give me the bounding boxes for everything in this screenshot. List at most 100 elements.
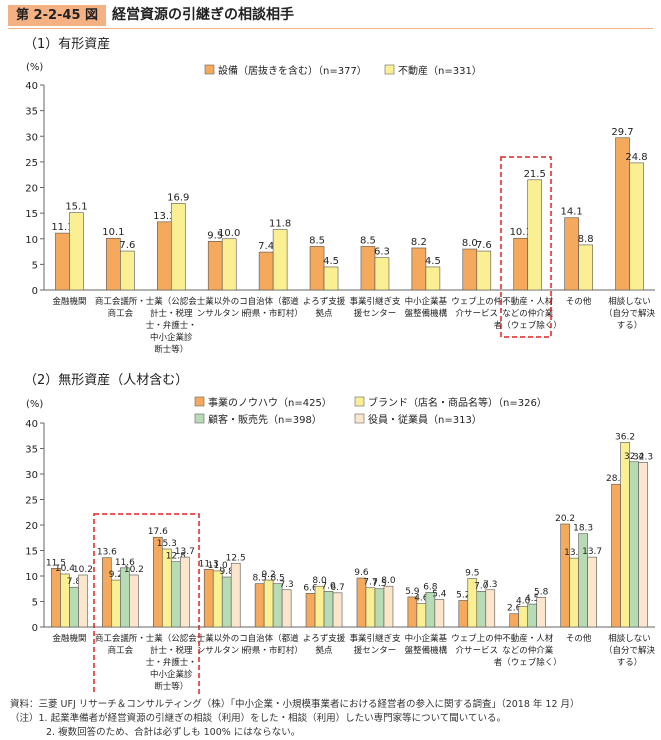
c2-y-tick-label: 35 xyxy=(25,445,38,456)
c2-bar xyxy=(221,576,232,628)
c1-data-label: 8.8 xyxy=(578,234,594,245)
c2-bar xyxy=(527,603,538,628)
c2-category-label: 計士・税理 xyxy=(150,645,193,656)
c2-category-label: 士・弁護士・ xyxy=(146,657,197,668)
c1-data-label: 14.1 xyxy=(560,207,582,218)
c2-data-label: 11.6 xyxy=(115,558,135,568)
c1-y-tick-label: 15 xyxy=(25,209,38,220)
c2-bar xyxy=(332,592,343,628)
c1-category-label: 商工会議所・ xyxy=(95,296,146,307)
c2-y-tick-label: 30 xyxy=(25,470,38,481)
c2-data-label: 13.7 xyxy=(582,547,602,557)
c2-bar xyxy=(629,461,639,628)
c2-category-label: 拠点 xyxy=(316,645,334,656)
c2-data-label: 13.6 xyxy=(97,548,117,558)
c1-category-label: 金融機関 xyxy=(52,296,86,307)
c2-y-tick-label: 0 xyxy=(32,623,38,634)
c2-bar xyxy=(272,583,283,628)
c1-data-label: 7.6 xyxy=(476,240,492,251)
c2-data-label: 9.6 xyxy=(354,568,369,578)
c1-highlight-box xyxy=(500,156,552,338)
c1-bar xyxy=(360,246,376,291)
c1-category-label: する） xyxy=(617,320,643,331)
c2-data-label: 18.3 xyxy=(573,524,593,534)
c1-data-label: 6.3 xyxy=(374,247,390,258)
c1-bar xyxy=(374,257,390,291)
c2-data-label: 7.0 xyxy=(321,581,336,591)
c1-legend-swatch xyxy=(384,64,395,75)
c1-legend-swatch xyxy=(204,64,215,75)
c1-y-tick-label: 0 xyxy=(32,286,38,297)
c2-legend-label: 顧客・販売先（n=398） xyxy=(208,413,322,426)
c2-legend-swatch xyxy=(194,396,205,407)
c2-category-label: 中小企業診 xyxy=(150,669,193,680)
c2-highlight-box xyxy=(93,513,200,695)
c2-legend-label: 事業のノウハウ（n=425） xyxy=(208,396,332,409)
c1-data-label: 13.3 xyxy=(153,211,175,222)
c2-data-label: 11.0 xyxy=(208,561,228,571)
c1-data-label: 29.7 xyxy=(611,127,633,138)
c2-data-label: 9.2 xyxy=(109,570,123,580)
c1-data-label: 16.9 xyxy=(167,192,189,203)
note-1: （注）1. 起業準備者が経営資源の引継ぎの相談（利用）をした・相談（利用）したい… xyxy=(10,713,507,724)
c2-bar xyxy=(212,570,223,628)
c1-data-label: 8.5 xyxy=(360,235,376,246)
c1-data-label: 11.8 xyxy=(269,219,291,230)
c1-bar xyxy=(170,203,186,291)
c1-bar xyxy=(323,266,339,291)
c1-data-label: 7.6 xyxy=(119,240,135,251)
c2-bar xyxy=(458,600,469,628)
c2-data-label: 32.3 xyxy=(633,452,653,462)
c2-category-label: などの仲介業 xyxy=(502,645,554,656)
c1-bar xyxy=(120,250,135,291)
c2-bar xyxy=(179,556,190,628)
c2-category-label: 府県・市町村） xyxy=(243,645,303,656)
c2-data-label: 9.8 xyxy=(220,567,235,577)
c1-category-label: 商工会 xyxy=(108,308,134,319)
c2-category-label: する） xyxy=(617,657,643,668)
c2-category-label: （自分で解決 xyxy=(604,645,656,656)
c2-data-label: 13.5 xyxy=(564,548,584,558)
c2-bar xyxy=(560,523,570,628)
c1-data-label: 9.5 xyxy=(207,230,223,241)
c2-bar xyxy=(314,585,325,628)
c2-category-label: 商工会 xyxy=(108,645,134,656)
c2-legend-swatch xyxy=(354,413,365,424)
c2-category-label: ウェブ上の仲 xyxy=(451,633,502,644)
c1-category-label: その他 xyxy=(566,296,592,307)
c2-data-label: 10.4 xyxy=(55,564,75,574)
c1-bar xyxy=(527,179,543,291)
c2-bar xyxy=(305,593,316,628)
c1-y-tick-label: 25 xyxy=(25,158,38,169)
c2-data-label: 20.2 xyxy=(555,514,575,524)
c1-data-label: 7.4 xyxy=(258,241,274,252)
c1-category-label: 断士等） xyxy=(154,344,188,355)
c2-category-label: 者（ウェブ除く） xyxy=(494,657,562,668)
c1-category-label: よろず支援 xyxy=(303,296,346,307)
c1-legend-label: 不動産（n=331） xyxy=(398,64,482,77)
c2-category-label: 商工会議所・ xyxy=(95,633,146,644)
c1-category-label: 自治体（都道 xyxy=(248,296,300,307)
c1-category-label: 相談しない xyxy=(608,296,651,307)
c2-bar xyxy=(111,579,121,628)
c2-data-label: 5.9 xyxy=(405,587,420,597)
c2-bar xyxy=(129,574,139,628)
c1-data-label: 24.8 xyxy=(625,152,647,163)
c1-bar xyxy=(69,212,84,291)
c2-data-label: 11.5 xyxy=(46,558,66,568)
c1-category-label: 士業（公認会 xyxy=(146,296,198,307)
c2-data-label: 10.2 xyxy=(73,565,93,575)
c2-category-label: 相談しない xyxy=(608,633,651,644)
c2-data-label: 12.8 xyxy=(166,552,186,562)
c2-bar xyxy=(416,603,427,628)
c2-y-unit-label: (%) xyxy=(26,399,43,410)
c1-bar xyxy=(55,232,70,291)
c2-bar xyxy=(203,569,214,628)
c1-category-label: 者（ウェブ除く） xyxy=(494,320,562,331)
c1-y-tick-label: 40 xyxy=(25,81,38,92)
c2-bar xyxy=(374,588,385,628)
c2-bar xyxy=(509,613,520,628)
c2-data-label: 11.3 xyxy=(199,559,219,569)
c2-bar xyxy=(152,536,163,628)
c2-category-label: その他 xyxy=(566,633,592,644)
